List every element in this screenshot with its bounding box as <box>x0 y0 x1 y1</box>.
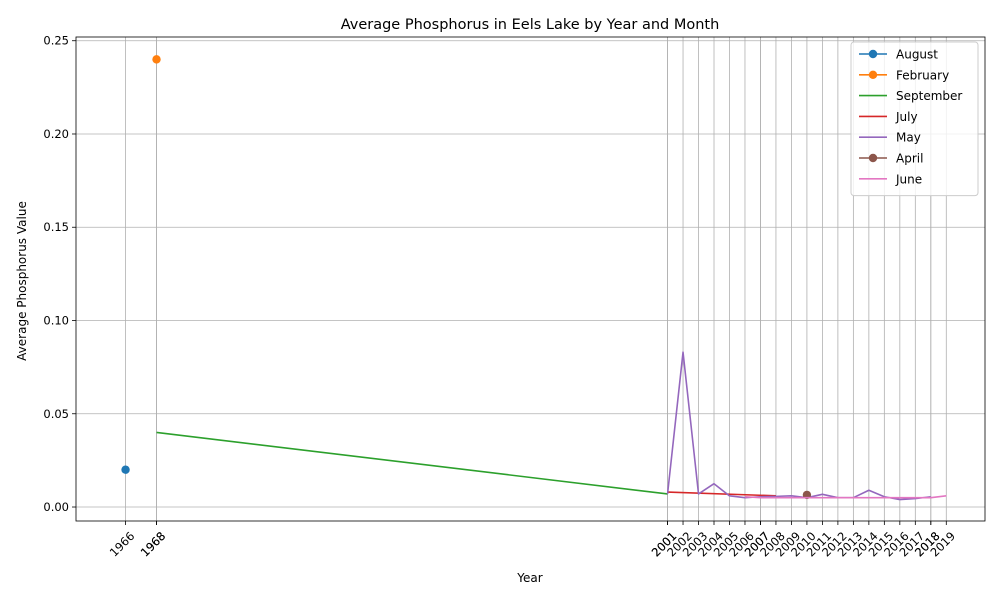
legend-marker-swatch <box>868 49 878 59</box>
y-tick-label: 0.10 <box>43 313 69 327</box>
data-point <box>152 55 161 64</box>
legend-label: February <box>896 68 949 82</box>
plot-frame <box>75 36 986 522</box>
legend-label: September <box>896 89 962 103</box>
y-tick-label: 0.20 <box>43 127 69 141</box>
legend-item: June <box>859 172 922 186</box>
y-tick-label: 0.05 <box>43 407 69 421</box>
legend-item: April <box>859 152 923 166</box>
series-line <box>667 491 776 497</box>
legend-item: September <box>859 89 962 103</box>
legend-label: August <box>896 48 938 62</box>
series-july <box>667 491 776 497</box>
series-september <box>156 431 668 495</box>
data-point <box>121 465 130 474</box>
y-tick-label: 0.15 <box>43 220 69 234</box>
chart-title: Average Phosphorus in Eels Lake by Year … <box>341 17 720 33</box>
legend-marker-swatch <box>868 70 878 80</box>
series-line <box>744 495 947 499</box>
legend-item: July <box>859 110 918 124</box>
series-layer <box>121 55 947 501</box>
series-line <box>156 431 668 495</box>
legend-item: August <box>859 48 938 62</box>
y-tick-label: 0.25 <box>43 34 69 48</box>
legend-item: February <box>859 68 949 82</box>
legend-label: July <box>895 110 918 124</box>
legend-label: May <box>896 131 921 145</box>
legend-label: April <box>896 152 923 166</box>
y-axis-label: Average Phosphorus Value <box>15 201 29 361</box>
legend-marker-swatch <box>868 153 878 163</box>
series-august <box>121 465 130 474</box>
legend-item: May <box>859 131 921 145</box>
legend: August February September July May April June <box>850 41 979 197</box>
series-february <box>152 55 161 64</box>
legend-label: June <box>895 172 922 186</box>
y-tick-label: 0.00 <box>43 500 69 514</box>
x-axis-label: Year <box>516 571 542 585</box>
series-june <box>744 495 947 499</box>
grid-layer <box>76 37 985 521</box>
